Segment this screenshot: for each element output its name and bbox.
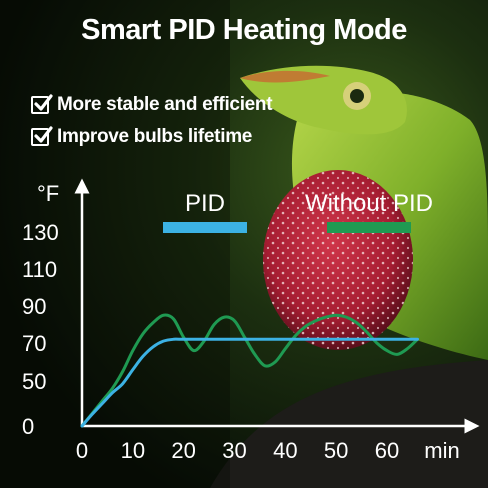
chart-legend: PID Without PID [163, 190, 433, 233]
page-title: Smart PID Heating Mode [81, 14, 407, 46]
x-tick-label: 30 [222, 438, 246, 463]
chart-tick-labels: 0 50 70 90 110 130 0 10 20 30 40 50 60 °F min [22, 181, 460, 463]
feature-text-lifetime: Improve bulbs lifetime [57, 126, 253, 147]
legend-label-without-pid: Without PID [305, 190, 433, 217]
x-tick-label: 60 [375, 438, 399, 463]
y-axis-label: °F [37, 181, 59, 206]
feature-text-stable: More stable and efficient [57, 94, 273, 115]
pid-series-line [80, 337, 419, 428]
without-pid-series-line [80, 313, 419, 428]
x-tick-label: 50 [324, 438, 348, 463]
chart-axes [74, 178, 480, 434]
y-tick-label: 70 [22, 331, 46, 356]
chart-series [80, 313, 419, 428]
x-tick-label: 40 [273, 438, 297, 463]
x-tick-label: 20 [171, 438, 195, 463]
y-tick-label: 0 [22, 414, 34, 439]
checkbox-checked-icon [31, 94, 53, 114]
legend-swatch-without-pid [327, 222, 411, 233]
y-tick-label: 90 [22, 294, 46, 319]
legend-label-pid: PID [185, 190, 225, 217]
feature-item-stable: More stable and efficient [31, 94, 273, 116]
y-tick-label: 50 [22, 369, 46, 394]
legend-swatch-pid [163, 222, 247, 233]
x-tick-label: 10 [121, 438, 145, 463]
feature-item-lifetime: Improve bulbs lifetime [31, 126, 252, 148]
x-tick-label: 0 [76, 438, 88, 463]
checkbox-checked-icon [31, 126, 53, 146]
x-axis-label: min [424, 438, 459, 463]
y-tick-label: 110 [22, 257, 57, 282]
y-tick-label: 130 [22, 220, 59, 245]
